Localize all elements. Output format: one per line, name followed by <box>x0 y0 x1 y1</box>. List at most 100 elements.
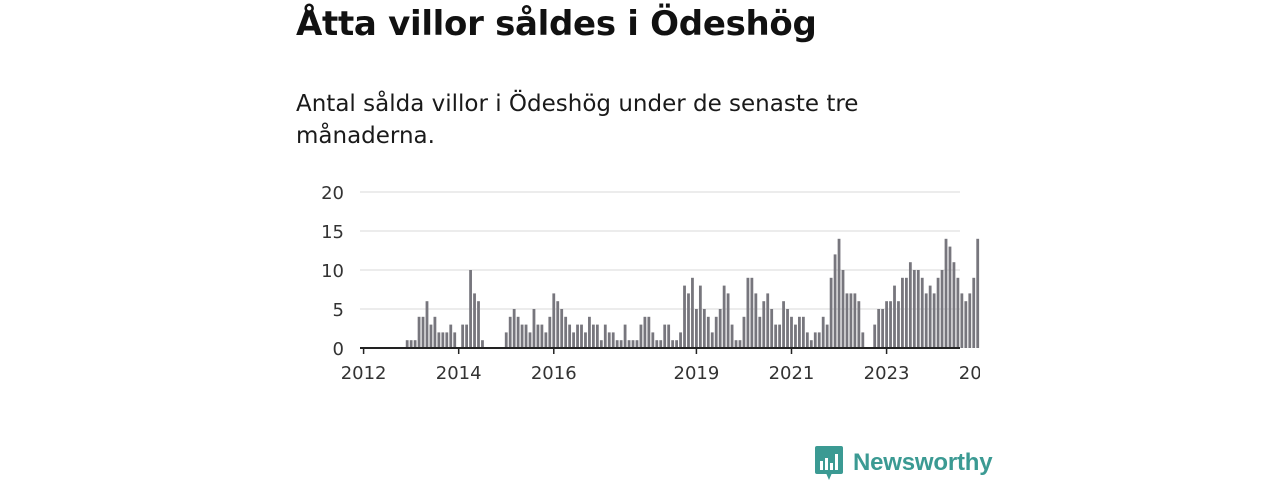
bar <box>960 293 964 348</box>
bar <box>750 277 754 348</box>
bar <box>734 340 738 348</box>
bar <box>659 340 663 348</box>
x-tick-label: 2023 <box>864 363 910 384</box>
bar <box>706 316 710 348</box>
bar <box>528 332 532 348</box>
bar <box>897 301 900 348</box>
bar <box>679 332 682 348</box>
bar <box>623 324 627 348</box>
bar <box>726 293 730 348</box>
brand-name: Newsworthy <box>853 449 993 476</box>
bar <box>445 332 449 348</box>
bar <box>477 301 480 348</box>
bar <box>774 324 778 348</box>
bar <box>647 316 651 348</box>
bar <box>746 277 750 348</box>
bar <box>853 293 857 348</box>
bar <box>754 293 758 348</box>
bar <box>481 340 484 348</box>
bar <box>873 324 877 348</box>
bar <box>964 301 968 348</box>
bar <box>552 293 556 348</box>
bar <box>607 332 611 348</box>
bar <box>504 332 508 348</box>
bar <box>972 277 976 348</box>
bar <box>857 301 861 348</box>
bar <box>901 277 904 348</box>
bar <box>425 301 429 348</box>
bar <box>702 309 706 348</box>
bar <box>508 316 512 348</box>
bar <box>417 316 421 348</box>
y-tick-label: 5 <box>333 300 344 321</box>
bar <box>473 293 476 348</box>
bar <box>952 262 956 348</box>
x-tick-label: 2012 <box>341 363 387 384</box>
y-tick-label: 10 <box>321 261 344 282</box>
bar <box>409 340 413 348</box>
bar <box>932 293 936 348</box>
bar <box>584 332 587 348</box>
bar <box>916 270 920 348</box>
bar <box>548 316 552 348</box>
bar <box>948 246 952 348</box>
bar <box>698 285 702 348</box>
bar <box>619 340 623 348</box>
bar <box>635 340 639 348</box>
bar <box>683 285 686 348</box>
bar <box>845 293 849 348</box>
bar <box>572 332 575 348</box>
x-tick-label: 2019 <box>674 363 720 384</box>
bar <box>944 238 948 348</box>
bar <box>924 293 928 348</box>
bar <box>449 324 453 348</box>
bar <box>956 277 960 348</box>
bar <box>837 238 841 348</box>
y-tick-label: 15 <box>321 222 344 243</box>
bar <box>441 332 445 348</box>
bar-chart: 0510152082012201420162019202120232025 <box>321 183 980 384</box>
bar <box>556 301 560 348</box>
bar <box>904 277 908 348</box>
bar <box>794 324 797 348</box>
bar <box>651 332 655 348</box>
bar <box>405 340 409 348</box>
bar <box>615 340 619 348</box>
bar <box>524 324 528 348</box>
bar <box>588 316 591 348</box>
bar <box>611 332 615 348</box>
bar <box>544 332 548 348</box>
bar <box>540 324 544 348</box>
x-tick-label: 2021 <box>769 363 815 384</box>
bar <box>512 309 516 348</box>
bar <box>968 293 972 348</box>
bar <box>461 324 465 348</box>
bar <box>893 285 896 348</box>
bar <box>520 324 524 348</box>
bar <box>742 316 746 348</box>
bar <box>580 324 583 348</box>
y-tick-label: 20 <box>321 183 344 204</box>
bar <box>790 316 793 348</box>
bar <box>568 324 572 348</box>
bar <box>599 340 603 348</box>
chart-subtitle: Antal sålda villor i Ödeshög under de se… <box>296 91 859 149</box>
bar <box>564 316 568 348</box>
bar <box>920 277 924 348</box>
bar <box>809 340 813 348</box>
bar <box>798 316 801 348</box>
bar <box>437 332 441 348</box>
bar <box>576 324 579 348</box>
bar <box>821 316 825 348</box>
bar <box>675 340 678 348</box>
bar <box>936 277 940 348</box>
bar <box>671 340 675 348</box>
bar <box>465 324 469 348</box>
bar <box>532 309 536 348</box>
bar <box>861 332 865 348</box>
bar <box>817 332 821 348</box>
bar <box>643 316 647 348</box>
bar <box>833 254 837 348</box>
bar <box>413 340 417 348</box>
bar <box>881 309 885 348</box>
